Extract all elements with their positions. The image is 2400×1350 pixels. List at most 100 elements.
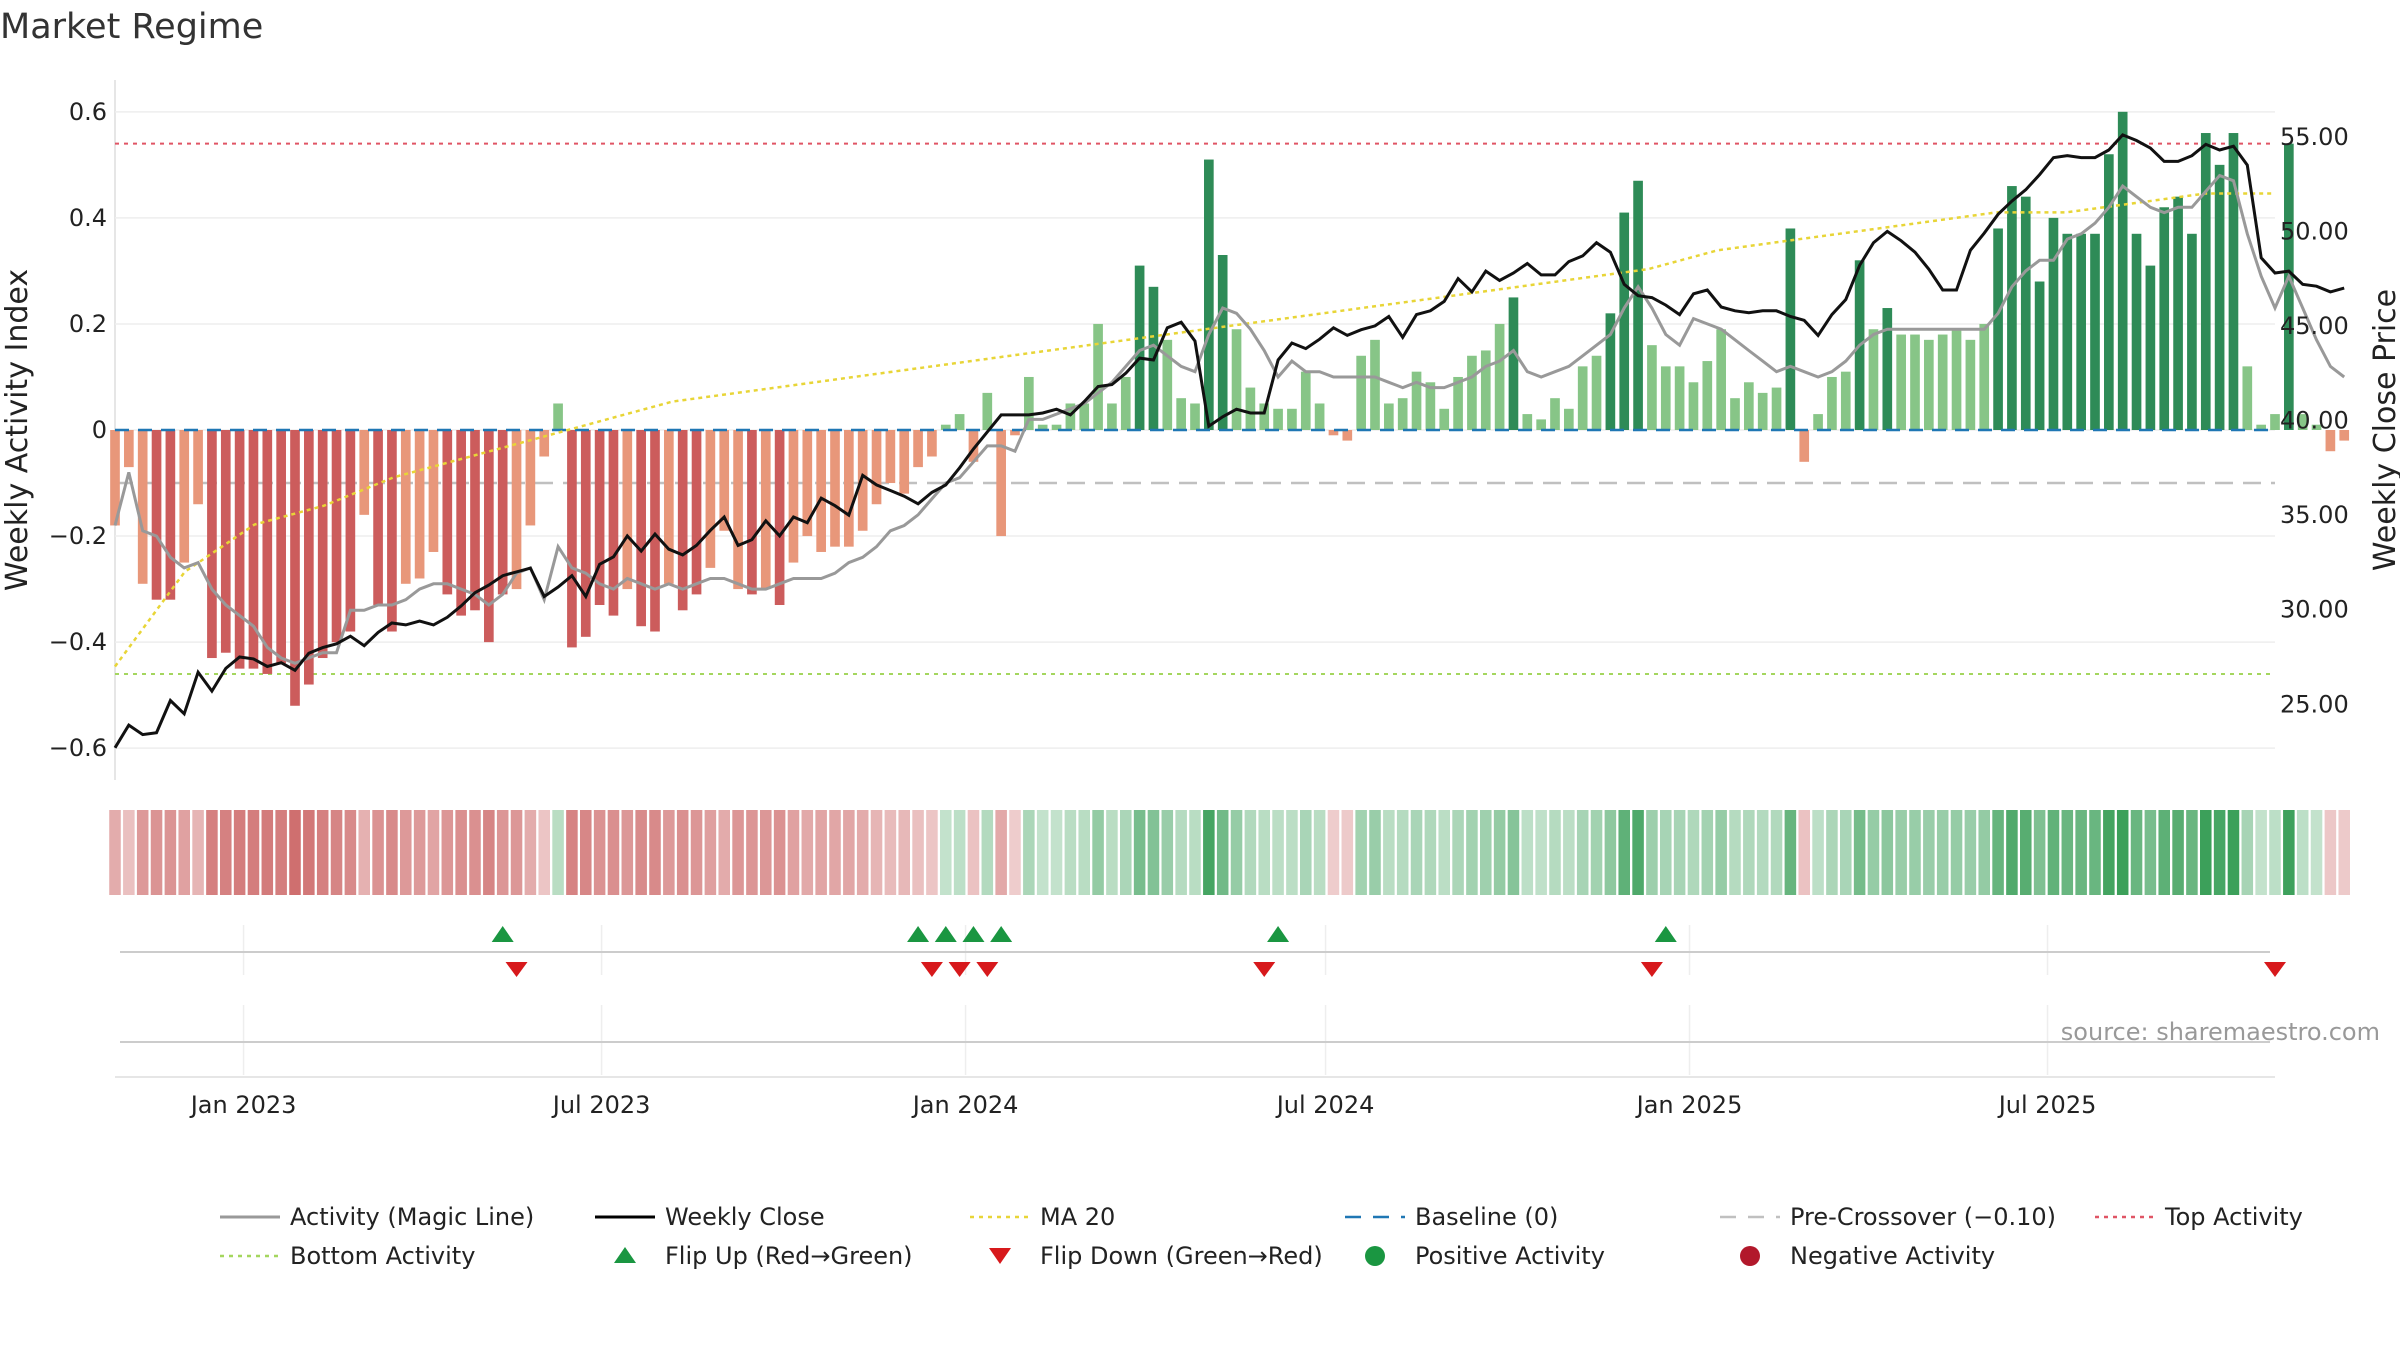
activity-bar <box>2145 265 2156 430</box>
activity-bar <box>996 430 1006 537</box>
regime-cell <box>690 810 703 895</box>
legend-swatch <box>1365 1246 1385 1266</box>
regime-cell <box>455 810 467 895</box>
activity-bar <box>304 430 314 685</box>
activity-bar <box>497 430 508 595</box>
activity-bar <box>1937 334 1948 430</box>
activity-bar <box>1799 430 1810 462</box>
activity-bar <box>2104 154 2114 430</box>
activity-bar <box>608 430 619 616</box>
regime-cell <box>1023 810 1035 895</box>
legend-label: Top Activity <box>2164 1203 2303 1231</box>
regime-cell <box>2213 810 2226 895</box>
activity-bar <box>2297 414 2308 430</box>
activity-bar <box>137 430 148 584</box>
y2-tick-label: 55.00 <box>2280 123 2349 151</box>
regime-cell <box>953 810 966 895</box>
regime-cell <box>829 810 841 895</box>
regime-cell <box>524 810 537 895</box>
regime-cell <box>1853 810 1866 895</box>
activity-bar <box>1162 339 1173 430</box>
legend-label: Negative Activity <box>1790 1242 1995 1270</box>
activity-bar <box>1370 339 1380 430</box>
regime-cell <box>1881 810 1894 895</box>
regime-cell <box>1120 810 1132 895</box>
activity-bar <box>359 430 370 515</box>
activity-bar <box>2311 424 2322 430</box>
legend-label: Pre-Crossover (−0.10) <box>1790 1203 2056 1231</box>
regime-cell <box>1203 810 1215 895</box>
activity-bar <box>124 430 134 468</box>
regime-cell <box>538 810 550 895</box>
activity-bar <box>1328 430 1339 436</box>
x-tick-label: Jul 2025 <box>1997 1091 2097 1119</box>
activity-bar <box>1494 323 1505 430</box>
activity-bar <box>470 430 480 611</box>
regime-cell <box>607 810 620 895</box>
activity-bar <box>1785 228 1796 430</box>
activity-bar <box>788 430 799 563</box>
regime-cell <box>967 810 980 895</box>
regime-cell <box>773 810 786 895</box>
regime-cell <box>1992 810 2004 895</box>
regime-cell <box>289 810 301 895</box>
activity-bar <box>1217 255 1228 430</box>
regime-cell <box>316 810 329 895</box>
activity-bar <box>2090 233 2100 430</box>
flip-up-marker <box>990 926 1013 942</box>
activity-bar <box>1716 329 1726 430</box>
y-axis-title: Weekly Activity Index <box>0 269 35 591</box>
activity-bar <box>871 430 882 505</box>
regime-cell <box>1756 810 1769 895</box>
activity-bar <box>622 430 633 590</box>
regime-cell <box>580 810 592 895</box>
activity-bar <box>1093 323 1103 430</box>
legend-item-pos: Positive Activity <box>1365 1242 1605 1270</box>
weekly-close-line <box>113 133 2345 749</box>
activity-bar <box>276 430 286 664</box>
activity-bar <box>2131 233 2142 430</box>
regime-cell <box>593 810 606 895</box>
activity-bar <box>1827 376 1837 430</box>
legend: Activity (Magic Line) Weekly Close MA 20 Ba… <box>220 1203 2303 1270</box>
regime-cell <box>1729 810 1741 895</box>
regime-cell <box>2116 810 2129 895</box>
regime-cell <box>469 810 481 895</box>
activity-bar <box>857 430 868 531</box>
activity-bar <box>414 430 425 579</box>
grid-layer <box>114 80 2275 1078</box>
activity-bar <box>1107 403 1117 430</box>
regime-cell <box>2006 810 2018 895</box>
legend-item-activity: Activity (Magic Line) <box>220 1203 534 1231</box>
activity-bar <box>2173 196 2183 430</box>
regime-cell <box>1161 810 1174 895</box>
activity-bar <box>940 424 951 430</box>
activity-bar <box>290 430 300 706</box>
regime-cell <box>787 810 800 895</box>
x-tick-label: Jan 2025 <box>1635 1091 1743 1119</box>
flip-down-marker <box>920 962 943 977</box>
activity-bar <box>2284 143 2294 431</box>
x-tick-label: Jan 2023 <box>189 1091 297 1119</box>
activity-bar <box>1951 329 1962 430</box>
regime-cell <box>1618 810 1630 895</box>
activity-bar <box>1342 430 1353 441</box>
regime-cell <box>413 810 426 895</box>
legend-item-bottom: Bottom Activity <box>220 1242 475 1270</box>
activity-bar <box>1467 355 1477 430</box>
regime-cell <box>1410 810 1423 895</box>
x-tick-label: Jul 2024 <box>1275 1091 1375 1119</box>
regime-cell <box>1604 810 1617 895</box>
regime-cell <box>2324 810 2337 895</box>
legend-item-ma: MA 20 <box>970 1203 1115 1231</box>
regime-cell <box>635 810 647 895</box>
activity-bar <box>830 430 840 547</box>
y-tick-label: −0.2 <box>49 522 107 550</box>
activity-bar <box>442 430 453 595</box>
activity-bar <box>1384 403 1394 430</box>
regime-cell <box>1300 810 1312 895</box>
activity-bar <box>1190 403 1200 430</box>
activity-bar <box>1688 382 1699 430</box>
regime-cell <box>566 810 578 895</box>
regime-cell <box>1258 810 1270 895</box>
